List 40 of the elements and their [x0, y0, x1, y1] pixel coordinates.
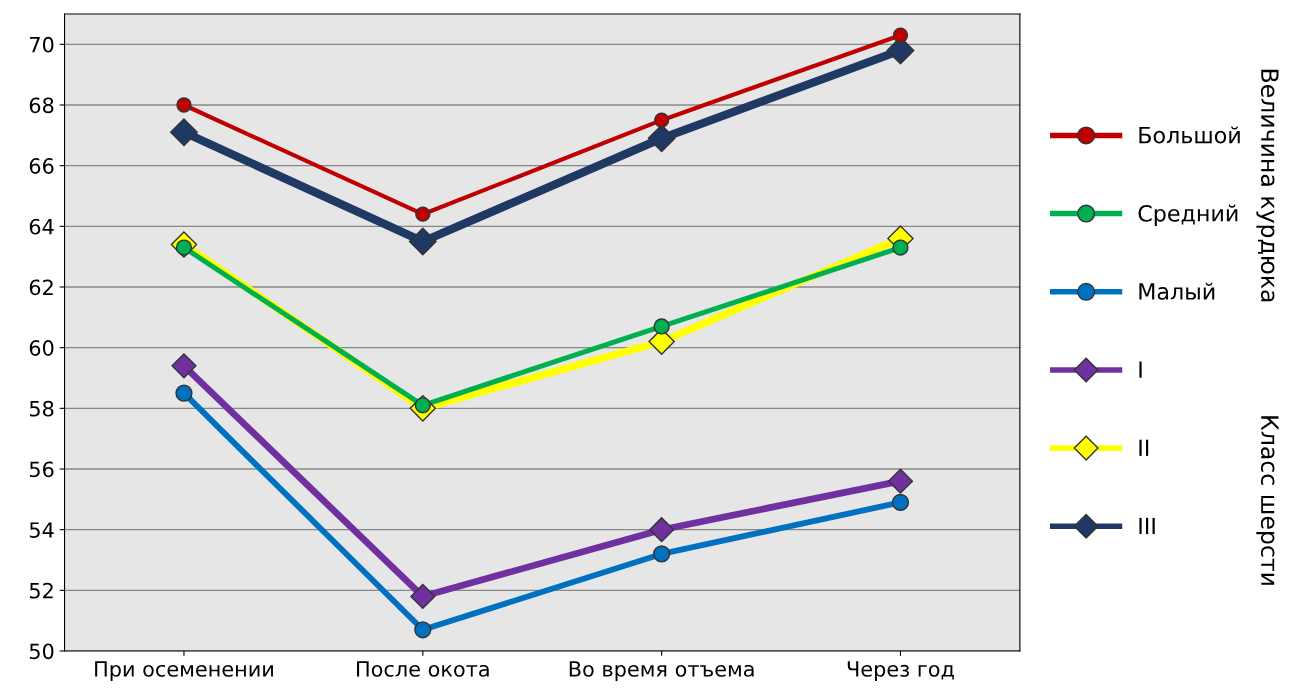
- point: [414, 621, 432, 639]
- y-tick-label: 66: [29, 158, 54, 174]
- x-tick-label: Во время отъема: [569, 661, 754, 681]
- point: [892, 239, 909, 256]
- text: Класс шерсти: [1256, 416, 1279, 585]
- point: [176, 97, 192, 113]
- legend-label: Большой: [1139, 126, 1240, 144]
- legend-label: II: [1139, 439, 1149, 456]
- y-tick-label: 54: [29, 522, 54, 538]
- point: [653, 318, 670, 335]
- x-tick-label: Через год: [847, 661, 954, 681]
- y-tick-label: 64: [29, 218, 54, 235]
- point: [175, 384, 193, 402]
- point: [408, 227, 437, 256]
- y-tick-label: 60: [29, 340, 54, 356]
- x-tick-label: После окота: [357, 661, 489, 677]
- legend-label: I: [1139, 361, 1142, 378]
- y-tick-label: 68: [29, 97, 54, 114]
- y-tick-label: 50: [29, 643, 54, 660]
- point: [653, 112, 670, 128]
- y-tick-label: 56: [29, 461, 54, 478]
- point: [410, 583, 436, 609]
- point: [415, 206, 431, 222]
- legend-label: III: [1139, 517, 1155, 535]
- y-tick-label: 70: [30, 36, 54, 53]
- point: [170, 118, 198, 147]
- point: [647, 124, 676, 153]
- point: [653, 545, 671, 563]
- point: [892, 27, 909, 43]
- text: Величина курдюка: [1256, 69, 1279, 302]
- legend-label: Малый: [1139, 282, 1215, 300]
- point: [891, 493, 910, 511]
- y-tick-label: 52: [29, 582, 53, 599]
- point: [649, 517, 675, 543]
- legend-label: Средний: [1138, 204, 1238, 226]
- x-tick-label: При осеменении: [95, 661, 273, 681]
- point: [171, 353, 197, 379]
- point: [887, 468, 914, 494]
- y-tick-label: 62: [29, 279, 53, 296]
- y-tick-label: 58: [29, 400, 54, 417]
